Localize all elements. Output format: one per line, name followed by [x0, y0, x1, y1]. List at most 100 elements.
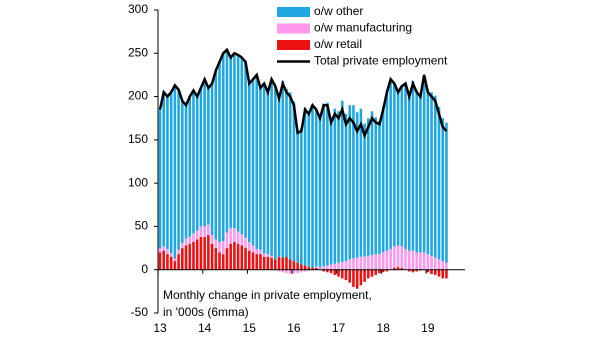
bar-segment [396, 267, 400, 270]
bar-segment [407, 269, 411, 272]
bar-segment [348, 105, 352, 260]
bar-segment [329, 264, 333, 270]
bar-segment [367, 255, 370, 270]
bar-segment [322, 266, 325, 270]
bar-segment [244, 237, 247, 249]
bar-segment [158, 109, 162, 249]
bar-segment [355, 112, 359, 258]
bar-segment [378, 120, 381, 255]
y-tick-label: 150 [128, 132, 148, 146]
bar-segment [259, 254, 262, 270]
bar-segment [214, 70, 218, 240]
x-tick-label: 18 [377, 321, 391, 335]
bar-segment [367, 118, 370, 256]
bar-segment [400, 86, 404, 247]
bar-segment [352, 258, 355, 270]
bar-segment [177, 249, 180, 255]
bar-segment [337, 111, 340, 263]
bar-segment [288, 92, 292, 260]
bar-segment [240, 57, 244, 235]
bar-segment [259, 87, 262, 250]
bar-segment [266, 254, 270, 257]
bar-segment [281, 80, 285, 258]
bar-segment [247, 250, 251, 270]
bar-segment [236, 55, 240, 232]
annotation: in '000s (6mma) [163, 305, 249, 319]
bar-segment [162, 250, 166, 270]
bar-segment [437, 269, 441, 277]
legend-label: o/w retail [314, 37, 362, 51]
bar-segment [296, 262, 299, 270]
x-tick-label: 16 [287, 321, 301, 335]
bar-segment [385, 250, 389, 270]
bar-segment [396, 245, 400, 268]
bar-segment [188, 243, 192, 270]
bar-segment [381, 269, 385, 273]
x-tick-label: 17 [332, 321, 346, 335]
bar-segment [225, 49, 229, 233]
bar-segment [184, 105, 188, 239]
bar-segment [240, 234, 244, 246]
bar-segment [307, 267, 311, 270]
bar-segment [240, 245, 244, 270]
bar-segment [218, 252, 221, 270]
bar-segment [385, 90, 389, 251]
bar-segment [352, 105, 355, 259]
bar-segment [322, 269, 325, 272]
bar-segment [337, 262, 340, 270]
bar-segment [203, 236, 206, 270]
bar-segment [311, 267, 314, 270]
bar-segment [385, 269, 389, 272]
bar-segment [359, 108, 363, 257]
bar-segment [326, 265, 329, 270]
bar-segment [259, 249, 262, 255]
bar-segment [251, 245, 255, 253]
bar-segment [407, 250, 411, 270]
x-tick-label: 15 [243, 321, 257, 335]
bar-segment [199, 87, 203, 227]
bar-segment [415, 269, 418, 272]
legend-label: o/w other [314, 4, 363, 18]
bar-segment [229, 57, 232, 229]
bar-segment [192, 242, 195, 270]
bar-segment [281, 269, 285, 273]
bar-segment [277, 269, 281, 272]
bar-segment [400, 267, 404, 270]
legend-swatch [277, 23, 310, 34]
bar-segment [184, 245, 188, 270]
bar-segment [411, 80, 415, 251]
bar-segment [158, 248, 162, 253]
y-tick-label: -50 [131, 305, 149, 319]
bar-segment [430, 92, 433, 256]
bar-segment [381, 106, 385, 253]
bar-segment [195, 239, 199, 270]
bar-segment [181, 248, 184, 270]
bar-segment [355, 269, 359, 289]
bar-segment [318, 267, 322, 270]
bar-segment [277, 256, 281, 270]
bar-segment [363, 256, 366, 270]
bar-segment [433, 257, 437, 270]
bar-segment [229, 243, 232, 270]
bar-segment [355, 257, 359, 270]
bar-segment [166, 96, 169, 249]
bar-segment [329, 269, 333, 274]
bar-segment [195, 96, 199, 231]
bar-segment [251, 79, 255, 246]
bar-segment [214, 239, 218, 249]
bar-segment [255, 74, 259, 249]
bar-segment [344, 113, 348, 262]
bar-segment [314, 109, 318, 267]
bar-segment [255, 248, 259, 255]
bar-segment [210, 83, 214, 236]
bar-segment [247, 242, 251, 251]
bar-segment [411, 269, 415, 273]
legend-swatch [277, 7, 310, 17]
bar-segment [214, 248, 218, 270]
bar-segment [411, 250, 415, 270]
bar-segment [340, 269, 344, 279]
bar-segment [233, 242, 236, 270]
bar-segment [426, 89, 430, 255]
bar-segment [363, 123, 366, 257]
bar-segment [181, 242, 184, 249]
